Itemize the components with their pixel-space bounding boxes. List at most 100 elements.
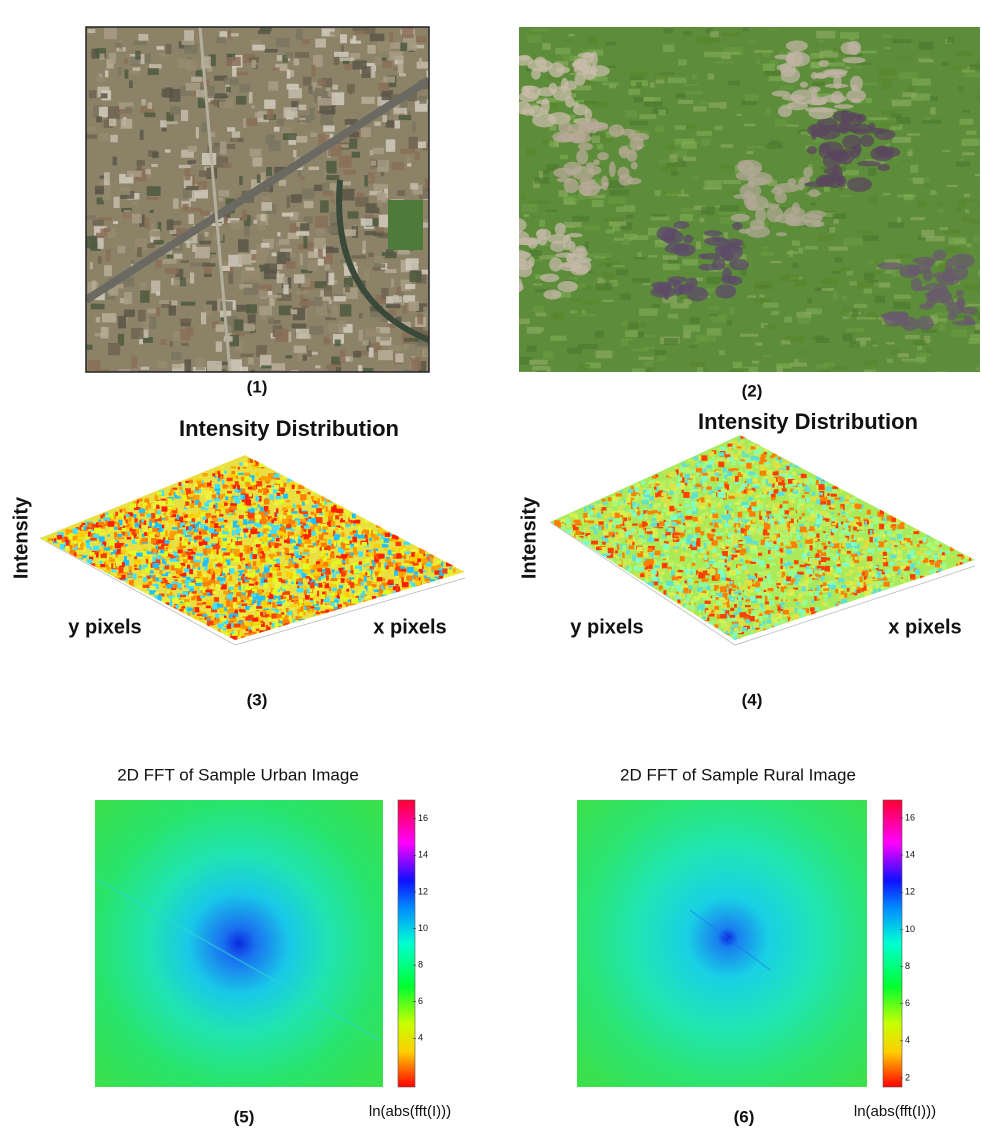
- texture: [595, 331, 604, 338]
- texture: [419, 58, 422, 65]
- texture: [896, 254, 911, 258]
- surface-cell: [143, 585, 150, 588]
- patch: [774, 183, 800, 193]
- patch: [842, 57, 865, 63]
- texture: [140, 130, 144, 140]
- surface-cell: [306, 602, 313, 604]
- surface-cell: [261, 477, 266, 481]
- texture: [964, 284, 982, 290]
- surface-cell: [389, 539, 395, 542]
- texture: [344, 64, 351, 70]
- surface-cell: [320, 613, 325, 616]
- surface-cell: [86, 542, 90, 548]
- surface-cell: [322, 550, 327, 552]
- surface-cell: [247, 617, 254, 620]
- texture: [881, 110, 895, 114]
- surface-cell: [270, 542, 275, 546]
- texture: [710, 31, 718, 37]
- texture: [917, 201, 927, 207]
- texture: [865, 360, 877, 366]
- surface-cell: [246, 500, 251, 506]
- surface-cell: [223, 575, 226, 577]
- surface-cell: [341, 571, 345, 576]
- surface-cell: [287, 599, 290, 602]
- texture: [173, 198, 179, 208]
- surface-cell: [160, 583, 166, 586]
- texture: [692, 175, 698, 179]
- texture: [264, 271, 277, 279]
- surface-cell: [216, 528, 220, 532]
- surface-cell: [284, 602, 288, 605]
- surface-cell: [414, 558, 417, 563]
- texture: [719, 350, 725, 355]
- surface-cell: [409, 589, 416, 593]
- texture: [190, 272, 194, 283]
- surface-cell: [326, 539, 329, 541]
- surface-cell: [289, 595, 292, 600]
- surface-cell: [221, 548, 226, 550]
- texture: [132, 67, 140, 70]
- surface-cell: [335, 527, 338, 529]
- surface-cell: [198, 510, 200, 515]
- surface-cell: [385, 533, 390, 537]
- texture: [701, 207, 715, 215]
- surface-cell: [331, 521, 336, 526]
- texture: [317, 79, 326, 86]
- texture: [310, 91, 325, 95]
- texture: [663, 189, 681, 194]
- surface-cell: [176, 574, 179, 577]
- surface-cell: [367, 581, 372, 586]
- texture: [878, 69, 896, 75]
- surface-cell: [167, 507, 172, 509]
- texture: [606, 42, 616, 45]
- surface-cell: [268, 554, 275, 557]
- texture: [592, 136, 600, 143]
- surface-cell: [326, 575, 329, 580]
- surface-cell: [159, 567, 162, 569]
- surface-cell: [273, 589, 278, 595]
- texture: [531, 29, 548, 32]
- surface-cell: [364, 576, 367, 582]
- texture: [422, 270, 433, 275]
- texture: [912, 340, 926, 343]
- surface-cell: [335, 561, 341, 564]
- surface-cell: [145, 557, 149, 559]
- texture: [104, 265, 112, 276]
- texture: [156, 307, 160, 316]
- texture: [644, 101, 663, 107]
- texture: [283, 277, 288, 284]
- texture: [228, 272, 233, 284]
- surface-cell: [322, 592, 325, 595]
- surface-cell: [260, 549, 263, 551]
- surface-cell: [259, 631, 265, 635]
- texture: [285, 355, 292, 358]
- surface-cell: [106, 560, 109, 564]
- surface-cell: [277, 517, 279, 521]
- texture: [268, 81, 278, 90]
- patch: [942, 297, 955, 306]
- patch: [825, 84, 849, 88]
- surface-cell: [248, 521, 254, 524]
- surface-cell: [252, 466, 257, 468]
- surface-cell: [238, 473, 244, 475]
- surface-cell: [215, 484, 220, 489]
- surface-cell: [363, 565, 365, 567]
- texture: [975, 174, 982, 176]
- texture: [612, 224, 620, 232]
- surface-cell: [421, 550, 425, 554]
- texture: [391, 279, 394, 287]
- surface-cell: [220, 506, 226, 509]
- texture: [188, 146, 197, 152]
- surface-cell: [223, 552, 230, 555]
- patch: [597, 152, 609, 160]
- surface-cell: [594, 530, 597, 534]
- texture: [223, 163, 231, 168]
- surface-cell: [193, 495, 196, 500]
- surface-cell: [331, 578, 338, 581]
- texture: [91, 304, 105, 310]
- texture: [897, 195, 916, 198]
- texture: [370, 34, 385, 42]
- patch: [775, 191, 787, 203]
- texture: [910, 165, 918, 173]
- texture: [707, 328, 722, 335]
